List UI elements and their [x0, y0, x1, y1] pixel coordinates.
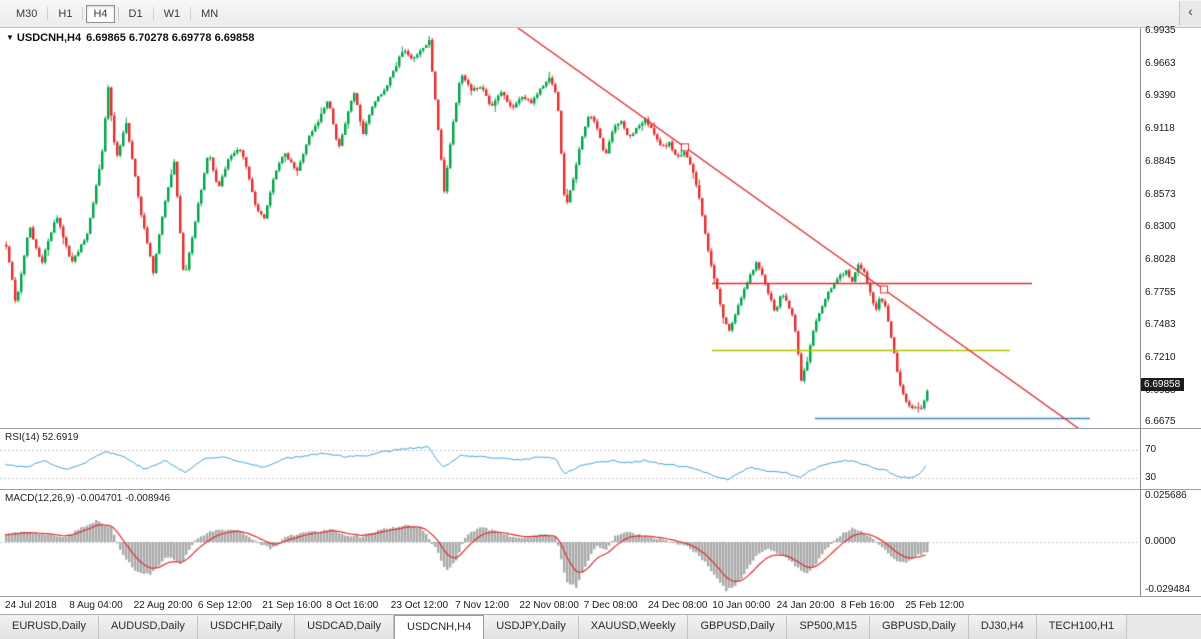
macd-axis-label: 0.025686 [1145, 490, 1187, 501]
chart-tab-usdcnh-h4[interactable]: USDCNH,H4 [394, 615, 485, 639]
price-axis-label: 6.8300 [1145, 221, 1176, 233]
macd-panel: MACD(12,26,9) -0.004701 -0.008946 0.0256… [0, 490, 1201, 597]
chart-stack: ▼ USDCNH,H4 6.69865 6.70278 6.69778 6.6985… [0, 25, 1201, 614]
chart-tab-sp500-m15[interactable]: SP500,M15 [787, 615, 870, 639]
price-axis-label: 6.9935 [1145, 25, 1176, 37]
timeframe-w1[interactable]: W1 [163, 7, 181, 20]
macd-axis-label: 0.0000 [1145, 536, 1176, 547]
time-axis-label: 7 Dec 08:00 [583, 600, 638, 611]
macd-indicator-label: MACD(12,26,9) -0.004701 -0.008946 [5, 493, 171, 504]
toolbar-separator [190, 7, 192, 20]
rsi-axis: 70 30 [1140, 429, 1201, 489]
current-price-badge: 6.69858 [1141, 378, 1185, 392]
chart-tab-xauusd-weekly[interactable]: XAUUSD,Weekly [578, 615, 689, 639]
chart-tab-gbpusd-daily[interactable]: GBPUSD,Daily [869, 615, 969, 639]
macd-axis: 0.025686 0.0000 -0.029484 [1140, 490, 1201, 596]
timeframe-m30[interactable]: M30 [16, 7, 38, 20]
chart-tab-usdcad-daily[interactable]: USDCAD,Daily [295, 615, 395, 639]
rsi-axis-label: 30 [1145, 472, 1157, 483]
timeframe-mn[interactable]: MN [201, 7, 219, 20]
toolbar-separator [152, 7, 154, 20]
chart-tab-usdchf-daily[interactable]: USDCHF,Daily [197, 615, 296, 639]
time-axis-label: 23 Oct 12:00 [390, 600, 449, 611]
chart-tab-usdjpy-daily[interactable]: USDJPY,Daily [484, 615, 579, 639]
price-chart-canvas[interactable] [0, 28, 1140, 428]
timeframe-d1[interactable]: D1 [128, 7, 143, 20]
price-axis-label: 6.7755 [1145, 286, 1176, 298]
rsi-canvas[interactable] [0, 429, 1140, 489]
price-axis: 6.9935 6.9663 6.9390 6.9118 6.8845 6.8573 6.83… [1140, 25, 1201, 428]
rsi-axis-label: 70 [1145, 444, 1157, 455]
macd-canvas[interactable] [0, 490, 1140, 596]
macd-axis-label: -0.029484 [1145, 584, 1191, 595]
chart-tab-bar: EURUSD,Daily AUDUSD,Daily USDCHF,Daily USDC… [0, 614, 1201, 639]
chart-tab-eurusd-daily[interactable]: EURUSD,Daily [0, 615, 99, 639]
time-axis-label: 7 Nov 12:00 [455, 600, 510, 611]
time-axis-label: 24 Jul 2018 [5, 600, 57, 611]
time-axis-label: 6 Sep 12:00 [197, 600, 252, 611]
price-axis-label: 6.7210 [1145, 352, 1176, 364]
rsi-indicator-label: RSI(14) 52.6919 [5, 432, 79, 443]
time-axis-label: 22 Aug 20:00 [133, 600, 193, 611]
price-chart-panel: ▼ USDCNH,H4 6.69865 6.70278 6.69778 6.6985… [0, 25, 1201, 429]
toolbar-separator [117, 7, 119, 20]
time-axis-label: 25 Feb 12:00 [905, 600, 965, 611]
time-axis-label: 24 Dec 08:00 [648, 600, 708, 611]
price-axis-label: 6.7483 [1145, 319, 1176, 331]
rsi-panel: RSI(14) 52.6919 70 30 [0, 429, 1201, 490]
chart-symbol-label: USDCNH,H4 [16, 32, 82, 44]
time-axis-label: 8 Feb 16:00 [840, 600, 895, 611]
toolbar-separator [47, 7, 49, 20]
price-axis-label: 6.6675 [1145, 416, 1176, 428]
price-axis-label: 6.8028 [1145, 253, 1176, 265]
timeframe-toolbar: M30 H1 H4 D1 W1 MN [0, 0, 1201, 28]
toolbar-separator [82, 7, 84, 20]
chart-tab-dj30-h4[interactable]: DJ30,H4 [968, 615, 1037, 639]
time-axis-label: 10 Jan 00:00 [712, 600, 771, 611]
chart-ohlc-values: 6.69865 6.70278 6.69778 6.69858 [86, 32, 255, 44]
price-axis-label: 6.8845 [1145, 155, 1176, 167]
time-axis-label: 24 Jan 20:00 [776, 600, 835, 611]
time-axis: 24 Jul 2018 8 Aug 04:00 22 Aug 20:00 6 Sep … [0, 597, 1201, 614]
time-axis-label: 22 Nov 08:00 [519, 600, 579, 611]
chart-tab-audusd-daily[interactable]: AUDUSD,Daily [98, 615, 198, 639]
time-axis-label: 8 Oct 16:00 [326, 600, 379, 611]
symbol-marker-icon: ▼ [6, 33, 14, 42]
price-axis-label: 6.8573 [1145, 188, 1176, 200]
price-axis-label: 6.9663 [1145, 57, 1176, 69]
timeframe-h4[interactable]: H4 [86, 4, 115, 23]
timeframe-h1[interactable]: H1 [58, 7, 73, 20]
price-axis-label: 6.9390 [1145, 90, 1176, 102]
tab-scroll-left-button[interactable]: ‹ [1179, 1, 1201, 25]
time-axis-label: 8 Aug 04:00 [69, 600, 123, 611]
price-axis-label: 6.9118 [1145, 123, 1175, 135]
chart-tab-gbpusd-daily[interactable]: GBPUSD,Daily [688, 615, 788, 639]
chart-tab-tech100-h1[interactable]: TECH100,H1 [1036, 615, 1128, 639]
time-axis-label: 21 Sep 16:00 [262, 600, 322, 611]
chart-title: ▼ USDCNH,H4 6.69865 6.70278 6.69778 6.6985… [6, 32, 254, 44]
